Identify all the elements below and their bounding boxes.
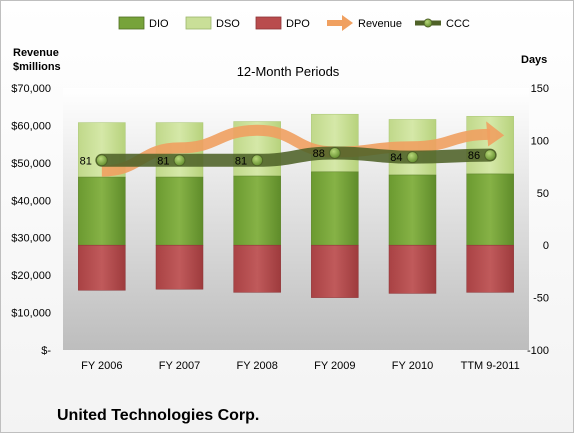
bar-dio <box>78 176 126 246</box>
bar-dpo <box>78 244 126 291</box>
bar-dio <box>155 176 204 246</box>
plot-area <box>63 88 529 350</box>
left-axis-ticks: $- $10,000 $20,000 $30,000 $40,000 $50,000 $60… <box>11 83 51 357</box>
right-tick-label: 100 <box>531 135 549 147</box>
right-tick-label: 50 <box>537 188 549 200</box>
legend-swatch-dso <box>185 16 212 30</box>
category-label: FY 2007 <box>159 360 200 372</box>
left-tick-label: $40,000 <box>11 195 51 207</box>
bar-dio <box>388 174 437 246</box>
bar-dio <box>466 173 514 246</box>
ccc-series: 81 81 81 88 84 86 <box>80 146 497 167</box>
right-tick-label: 150 <box>531 83 549 95</box>
bar-dpo <box>233 244 281 293</box>
right-tick-label: -100 <box>527 345 549 357</box>
ccc-marker <box>95 154 108 167</box>
legend-label-dpo: DPO <box>286 18 310 30</box>
left-tick-label: $50,000 <box>11 158 51 170</box>
revenue-arrowhead <box>486 121 505 147</box>
left-tick-label: $- <box>41 345 51 357</box>
category-label: FY 2010 <box>392 360 433 372</box>
ccc-data-label: 86 <box>468 150 480 162</box>
ccc-data-label: 88 <box>313 148 325 160</box>
legend-marker-ccc <box>423 18 433 28</box>
ccc-marker <box>328 146 341 159</box>
left-axis-label-line2: $millions <box>13 61 61 73</box>
ccc-marker <box>251 154 264 167</box>
legend-swatch-dpo <box>255 16 282 30</box>
legend-swatch-revenue <box>327 20 343 26</box>
category-axis-labels: FY 2006 FY 2007 FY 2008 FY 2009 FY 2010 TTM 9… <box>81 360 520 372</box>
ccc-marker <box>406 151 419 164</box>
ccc-data-label: 81 <box>157 155 169 167</box>
left-tick-label: $70,000 <box>11 83 51 95</box>
legend: DIO DSO DPO Revenue CCC <box>118 15 470 31</box>
ccc-data-label: 81 <box>80 155 92 167</box>
bars <box>78 113 514 298</box>
bar-dso <box>311 113 359 173</box>
bar-dpo <box>155 244 204 290</box>
ccc-marker <box>173 154 186 167</box>
left-tick-label: $60,000 <box>11 120 51 132</box>
right-axis-ticks: -100 -50 0 50 100 150 <box>527 83 549 357</box>
ccc-data-label: 84 <box>390 152 402 164</box>
right-axis-label: Days <box>521 54 547 66</box>
ccc-data-label: 81 <box>235 155 247 167</box>
left-tick-label: $20,000 <box>11 270 51 282</box>
bar-dpo <box>388 244 437 294</box>
left-tick-label: $30,000 <box>11 233 51 245</box>
left-axis-label-line1: Revenue <box>13 47 59 59</box>
right-tick-label: 0 <box>543 240 549 252</box>
category-label: FY 2006 <box>81 360 122 372</box>
legend-swatch-dio <box>118 16 145 30</box>
right-tick-label: -50 <box>533 293 549 305</box>
revenue-line <box>101 124 491 177</box>
chart-title: 12-Month Periods <box>237 64 340 79</box>
legend-label-revenue: Revenue <box>358 18 402 30</box>
legend-label-dio: DIO <box>149 18 169 30</box>
left-tick-label: $10,000 <box>11 308 51 320</box>
ccc-marker <box>484 149 497 162</box>
company-name: United Technologies Corp. <box>57 407 259 424</box>
legend-arrowhead-revenue <box>342 15 353 31</box>
bar-dpo <box>311 244 359 298</box>
bar-dio <box>233 175 281 246</box>
legend-label-ccc: CCC <box>446 18 470 30</box>
bar-dio <box>311 171 359 246</box>
category-label: FY 2008 <box>236 360 277 372</box>
bar-dpo <box>466 244 514 293</box>
category-label: FY 2009 <box>314 360 355 372</box>
legend-label-dso: DSO <box>216 18 240 30</box>
category-label: TTM 9-2011 <box>461 360 520 372</box>
revenue-series <box>101 121 505 177</box>
